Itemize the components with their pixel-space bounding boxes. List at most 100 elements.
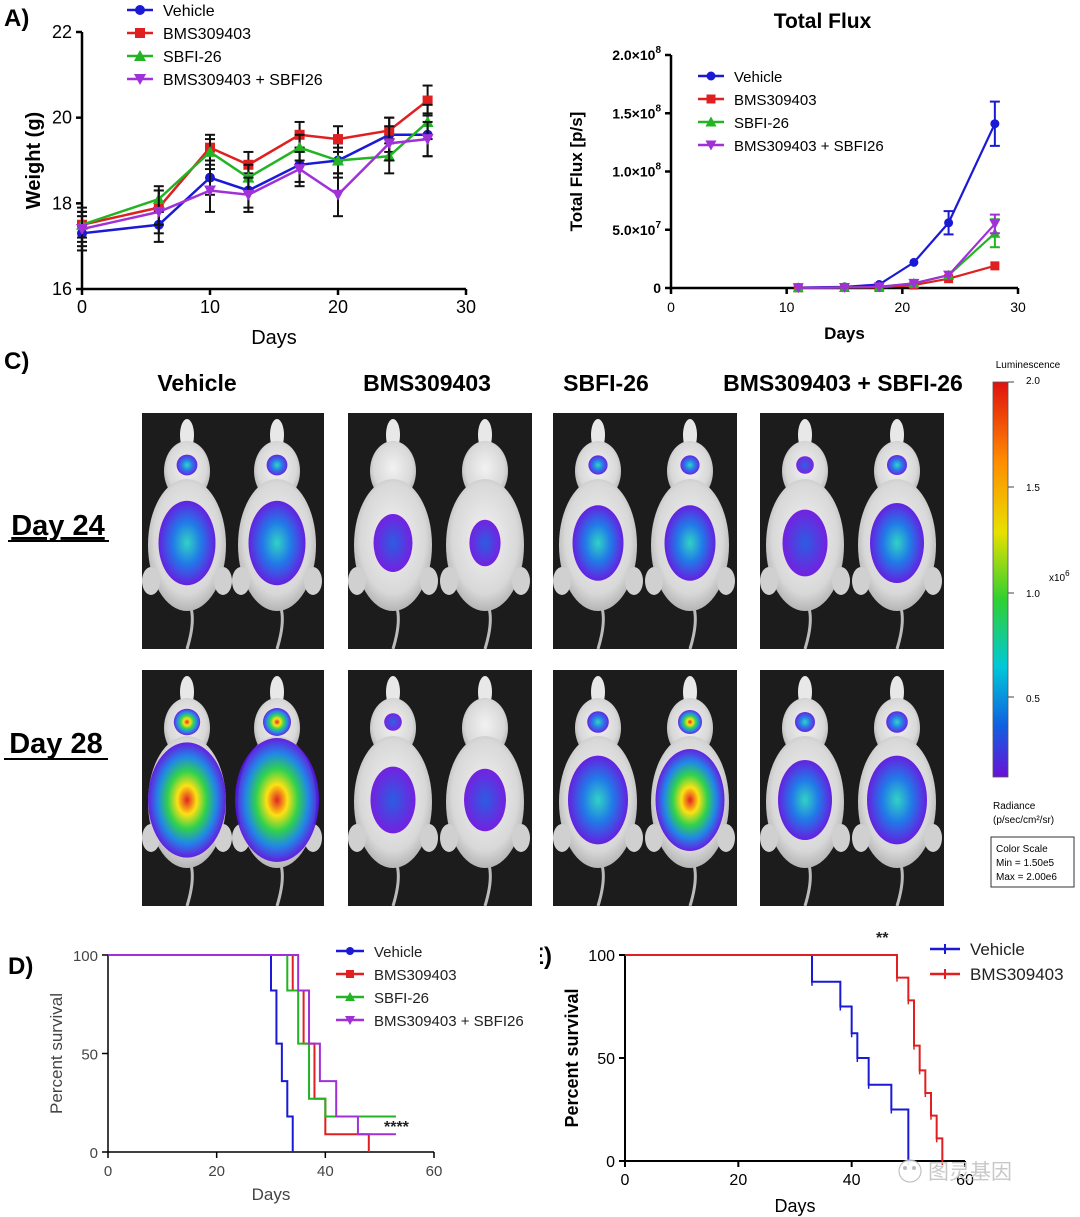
mouse-leg bbox=[924, 567, 942, 595]
x-axis-label: Days bbox=[824, 324, 865, 343]
luminescence-signal bbox=[263, 708, 291, 736]
mouse-tail bbox=[275, 607, 284, 650]
legend-item-bms309403-sbfi26: BMS309403 + SBFI26 bbox=[698, 138, 884, 155]
series-vehicle bbox=[77, 112, 433, 252]
legend-label: SBFI-26 bbox=[163, 49, 222, 66]
series-line bbox=[625, 954, 944, 1161]
y-tick-label: 16 bbox=[52, 279, 72, 299]
y-tick-label: 100 bbox=[588, 948, 615, 965]
chart-e-plot: 0 20 40 60 0 50 100 Days Percent survival Vehicle… bbox=[562, 930, 1064, 1216]
mouse-leg bbox=[717, 567, 735, 595]
mouse-leg bbox=[512, 567, 530, 595]
data-point bbox=[204, 185, 216, 197]
y-tick-exponent: 8 bbox=[655, 45, 661, 56]
mouse-leg bbox=[553, 567, 571, 595]
mouse-leg bbox=[645, 567, 663, 595]
panel-d-survival-chart: D) 0 20 40 60 0 50 100 Days Percent survival Vehi… bbox=[8, 944, 524, 1204]
x-tick-label: 60 bbox=[956, 1172, 974, 1189]
legend-label: BMS309403 bbox=[163, 26, 251, 43]
panel-a-weight-chart: A) 0 10 20 30 16 18 20 22 Days Weight (g) Vehicle B… bbox=[4, 3, 476, 349]
mouse-leg bbox=[348, 567, 366, 595]
y-tick-label: 18 bbox=[52, 193, 72, 213]
data-point bbox=[908, 278, 920, 289]
scale-gradient-bar bbox=[992, 381, 1009, 778]
luminescence-signal bbox=[572, 505, 624, 581]
panel-b-flux-chart: B) Total Flux010203005.0×1071.0×1081.5×1… bbox=[567, 10, 1026, 343]
mouse-leg bbox=[760, 824, 778, 852]
x-tick-label: 20 bbox=[328, 297, 348, 317]
mouse-tail bbox=[185, 864, 194, 907]
data-point bbox=[333, 134, 343, 145]
mouse-image-grid bbox=[142, 413, 944, 907]
mouse-leg bbox=[645, 824, 663, 852]
y-tick-exponent: 8 bbox=[655, 103, 661, 114]
legend-item-sbfi-26: SBFI-26 bbox=[336, 990, 429, 1007]
luminescence-signal bbox=[886, 711, 908, 733]
x-tick-label: 0 bbox=[104, 1163, 112, 1180]
mouse-tail bbox=[803, 864, 812, 907]
luminescence-signal bbox=[870, 503, 924, 583]
y-axis-label: Total Flux [p/s] bbox=[567, 112, 586, 232]
luminescence-signal bbox=[235, 738, 319, 862]
y-tick-label: 1.5×108 bbox=[612, 103, 661, 121]
mouse-leg bbox=[440, 824, 458, 852]
data-point bbox=[204, 145, 216, 157]
x-tick-label: 20 bbox=[729, 1172, 747, 1189]
radiance-units: (p/sec/cm²/sr) bbox=[993, 815, 1054, 826]
luminescence-signal bbox=[176, 454, 198, 476]
scale-tick-1.5: 1.5 bbox=[1026, 483, 1040, 494]
legend-marker bbox=[706, 94, 716, 104]
data-point bbox=[943, 270, 955, 281]
legend-item-sbfi-26: SBFI-26 bbox=[127, 49, 222, 66]
legend-label: BMS309403 + SBFI26 bbox=[374, 1013, 524, 1030]
legend-item-bms309403: BMS309403 bbox=[336, 967, 457, 984]
y-tick-exponent: 7 bbox=[655, 220, 661, 231]
legend-label: BMS309403 bbox=[374, 967, 457, 984]
legend-item-vehicle: Vehicle bbox=[127, 3, 215, 20]
legend-label: BMS309403 bbox=[970, 965, 1064, 984]
data-point bbox=[383, 138, 396, 150]
y-tick-label: 0 bbox=[653, 280, 661, 296]
y-tick-base: 1.0×10 bbox=[612, 164, 655, 180]
mouse-leg bbox=[214, 567, 232, 595]
mouse-leg bbox=[832, 567, 850, 595]
y-tick-label: 50 bbox=[81, 1047, 98, 1064]
luminescence-signal bbox=[588, 455, 608, 475]
luminescence-signal bbox=[867, 755, 927, 845]
legend-marker bbox=[135, 5, 145, 15]
legend-item-bms309403: BMS309403 bbox=[698, 92, 817, 109]
mouse-image bbox=[348, 676, 438, 907]
mouse-leg bbox=[553, 824, 571, 852]
mouse-tail bbox=[391, 607, 400, 650]
legend-item-bms309403: BMS309403 bbox=[127, 26, 251, 43]
data-point bbox=[293, 164, 306, 176]
series-bms309403 bbox=[625, 954, 944, 1165]
y-tick-label: 0 bbox=[606, 1154, 615, 1171]
y-tick-label: 20 bbox=[52, 108, 72, 128]
luminescence-signal bbox=[158, 500, 216, 586]
mouse-image bbox=[760, 676, 850, 907]
data-point bbox=[293, 141, 306, 153]
legend-item-bms309403: BMS309403 bbox=[930, 965, 1064, 984]
y-tick-base: 0 bbox=[653, 280, 661, 296]
mouse-tail bbox=[391, 864, 400, 907]
x-tick-label: 40 bbox=[843, 1172, 861, 1189]
panel-e-survival-chart: E) 0 20 40 60 0 50 100 Days Percent survival Vehi… bbox=[540, 930, 1064, 1216]
y-axis-label: Percent survival bbox=[562, 988, 582, 1127]
series-line bbox=[81, 121, 429, 226]
mouse-leg bbox=[304, 567, 322, 595]
column-header-vehicle: Vehicle bbox=[157, 370, 236, 396]
panel-c-imaging: C) Vehicle BMS309403 SBFI-26 BMS309403 +… bbox=[4, 348, 1075, 907]
panel-c-label: C) bbox=[4, 348, 29, 375]
mouse-tail bbox=[688, 864, 697, 907]
series-bms309403-sbfi26 bbox=[792, 213, 1001, 294]
scale-unit: x106 bbox=[1049, 569, 1070, 584]
y-tick-label: 2.0×108 bbox=[612, 45, 661, 63]
mouse-tail bbox=[688, 607, 697, 650]
mouse-image bbox=[232, 419, 322, 650]
series-sbfi-26 bbox=[108, 954, 396, 1118]
luminescence-signal bbox=[587, 711, 609, 733]
y-tick-label: 22 bbox=[52, 22, 72, 42]
column-header-bms309403: BMS309403 bbox=[363, 370, 491, 396]
